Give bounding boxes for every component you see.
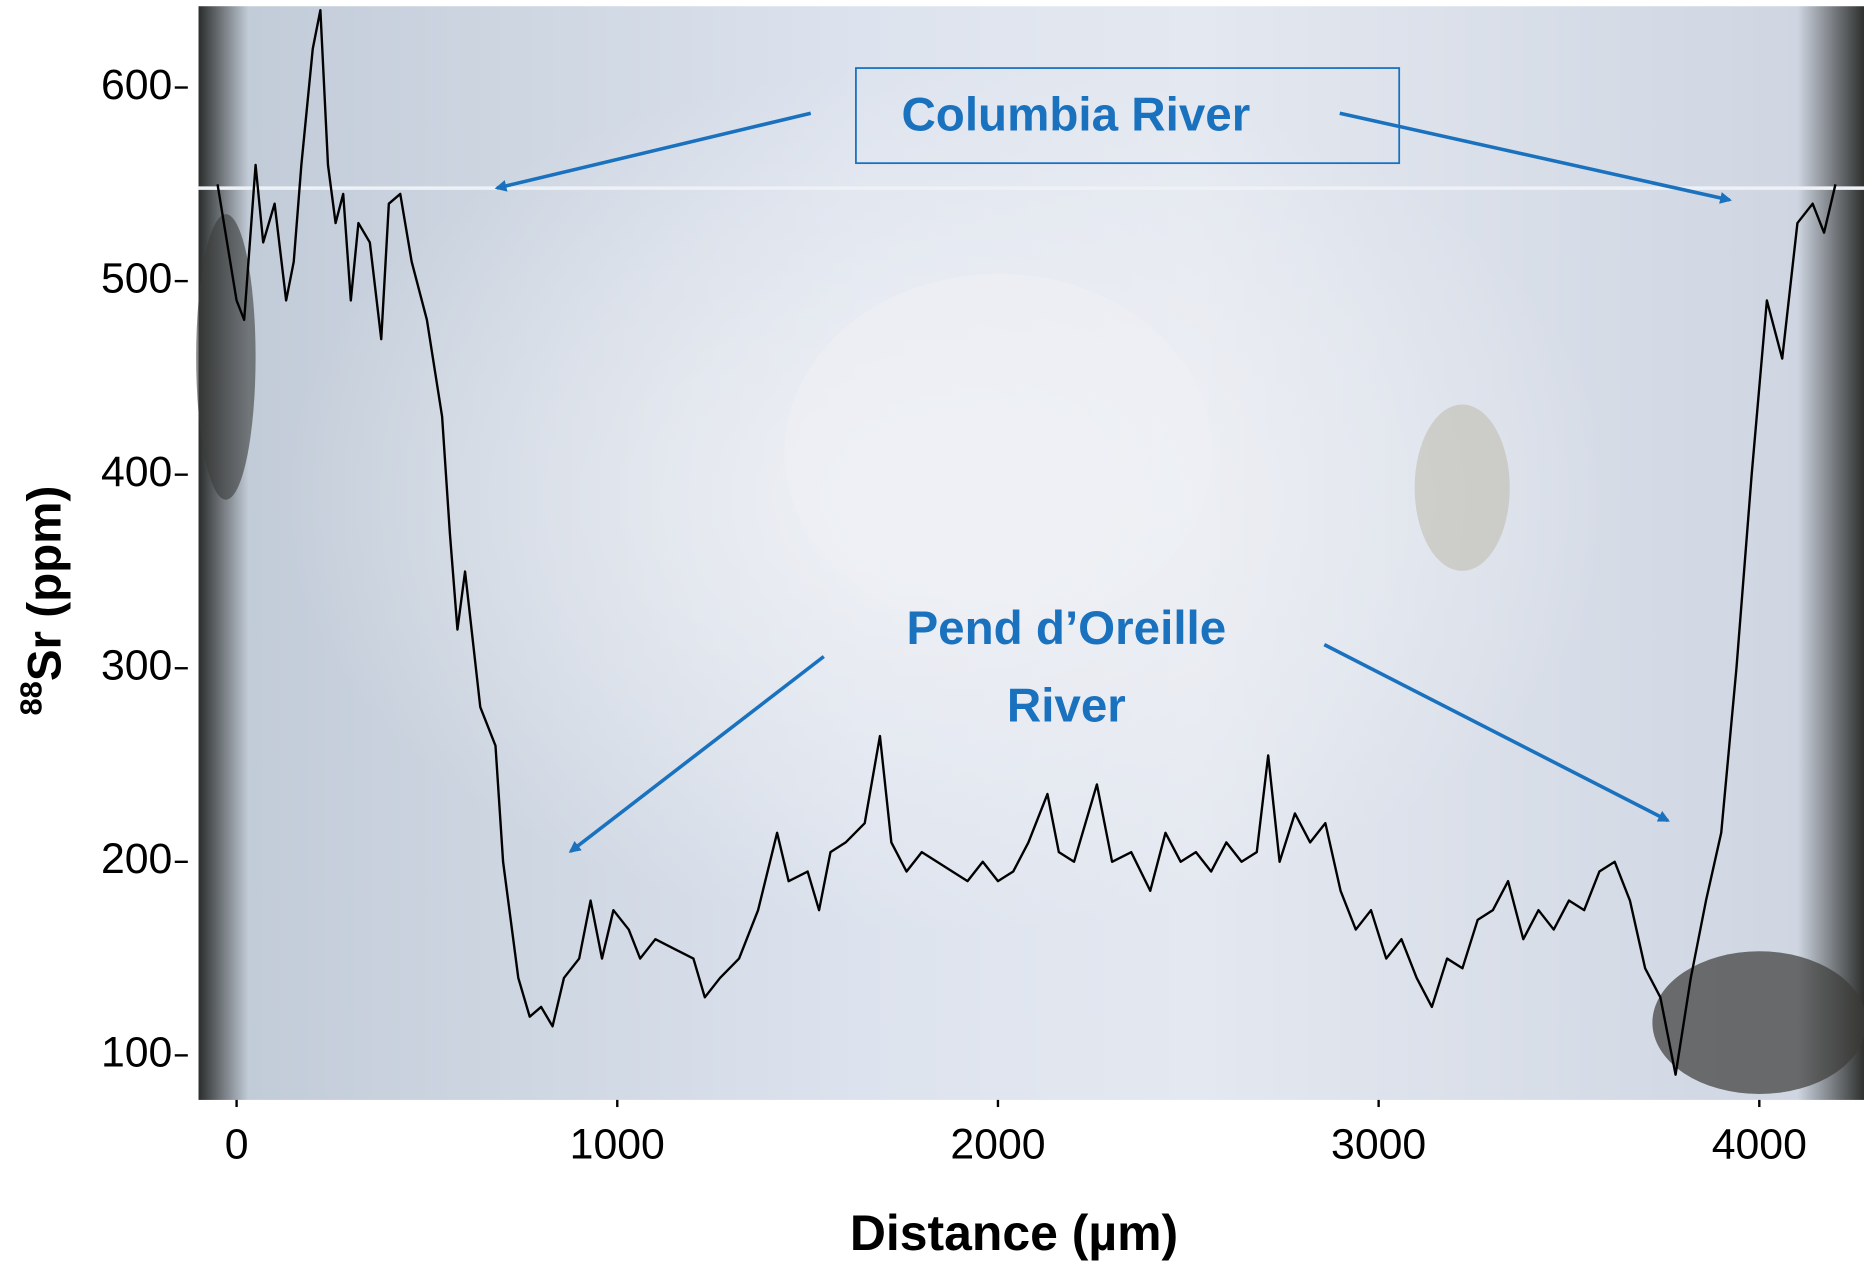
x-tick-label: 2000: [950, 1121, 1045, 1169]
y-axis-label: 88Sr (ppm): [13, 486, 71, 716]
y-tick-label: 600: [101, 61, 172, 109]
annotation: Pend d’Oreille: [906, 602, 1226, 655]
y-tick-label: 500: [101, 254, 172, 302]
chart: Columbia River Pend d’Oreille River Dist…: [0, 0, 1864, 1269]
y-tick-label: 300: [101, 642, 172, 690]
x-axis-label: Distance (µm): [850, 1205, 1178, 1261]
annotation: River: [1007, 679, 1126, 732]
y-label-superscript: 88: [13, 681, 48, 715]
x-tick-label: 4000: [1712, 1121, 1807, 1169]
background-image: [196, 6, 1864, 1100]
x-tick-label: 0: [225, 1121, 249, 1169]
x-tick-label: 3000: [1331, 1121, 1426, 1169]
y-tick-label: 200: [101, 835, 172, 883]
y-label-text: Sr (ppm): [18, 486, 71, 681]
annotation: Columbia River: [901, 89, 1250, 142]
page: Columbia River Pend d’Oreille River Dist…: [0, 0, 1864, 1269]
y-tick-label: 400: [101, 448, 172, 496]
y-tick-label: 100: [101, 1029, 172, 1077]
x-tick-label: 1000: [570, 1121, 665, 1169]
